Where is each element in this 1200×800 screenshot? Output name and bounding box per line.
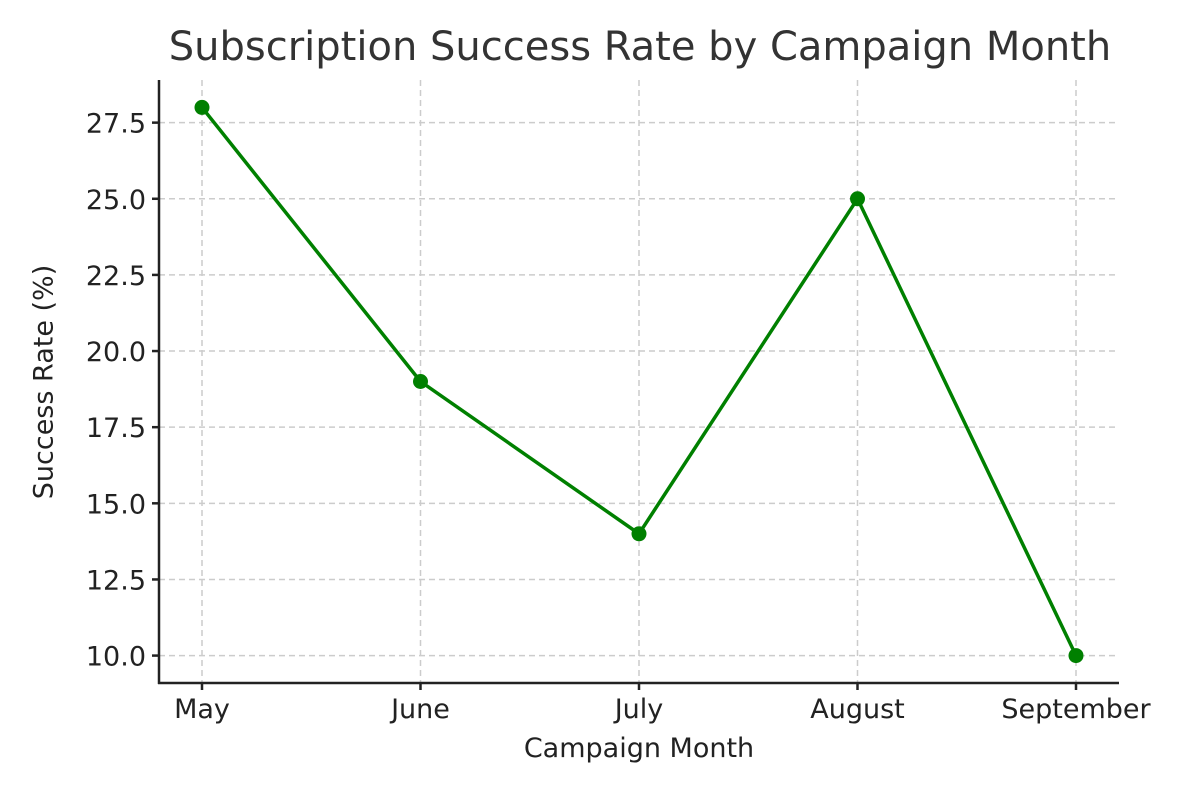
y-tick-label: 15.0 bbox=[86, 489, 146, 520]
x-axis-label: Campaign Month bbox=[523, 733, 755, 764]
y-tick-label: 20.0 bbox=[86, 337, 146, 368]
y-tick-label: 10.0 bbox=[86, 642, 146, 673]
x-tick-label: May bbox=[174, 694, 230, 725]
x-tick-label: September bbox=[1001, 694, 1151, 725]
data-point-marker bbox=[194, 99, 210, 115]
data-point-marker bbox=[413, 374, 428, 389]
data-point-marker bbox=[1068, 648, 1084, 664]
gridlines bbox=[159, 80, 1119, 683]
y-tick-label: 17.5 bbox=[86, 413, 146, 444]
chart-title: Subscription Success Rate by Campaign Mo… bbox=[168, 24, 1112, 70]
x-tick-labels: May June July August September bbox=[174, 694, 1151, 725]
y-tick-label: 27.5 bbox=[86, 109, 146, 140]
axes bbox=[152, 80, 1119, 690]
y-tick-label: 25.0 bbox=[86, 185, 146, 216]
x-tick-label: June bbox=[389, 694, 450, 725]
y-tick-labels: 10.0 12.5 15.0 17.5 20.0 22.5 25.0 27.5 bbox=[86, 109, 146, 673]
y-tick-label: 12.5 bbox=[86, 565, 146, 596]
y-axis-label: Success Rate (%) bbox=[28, 264, 60, 500]
data-point-marker bbox=[850, 191, 865, 207]
x-tick-label: August bbox=[810, 694, 905, 725]
y-tick-label: 22.5 bbox=[86, 261, 146, 292]
x-tick-label: July bbox=[613, 694, 664, 725]
data-point-marker bbox=[631, 526, 647, 542]
data-series bbox=[194, 99, 1084, 664]
